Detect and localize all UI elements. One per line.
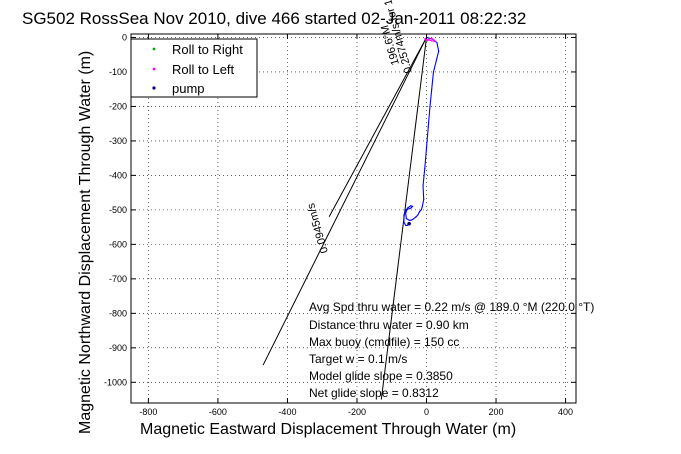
annotation-net-glide: Net glide slope = 0.8312 xyxy=(309,386,439,400)
x-tick-label: 200 xyxy=(489,407,504,417)
series-point xyxy=(423,198,425,201)
series-point xyxy=(408,219,410,221)
series-point xyxy=(403,214,405,216)
series-point xyxy=(431,37,433,39)
series-point xyxy=(426,40,428,42)
series-point xyxy=(424,38,426,40)
series-point xyxy=(405,212,407,214)
series-point xyxy=(405,209,407,211)
series-point xyxy=(432,38,435,41)
series-point xyxy=(436,42,438,44)
series-point xyxy=(438,50,440,52)
y-tick-label: -800 xyxy=(109,308,127,318)
legend-label-roll-left: Roll to Left xyxy=(172,62,235,77)
plot-data-layer xyxy=(262,36,440,400)
x-tick-label: -600 xyxy=(209,407,227,417)
legend-marker-roll-left xyxy=(152,67,156,71)
y-axis-label: Magnetic Northward Displacement Through … xyxy=(77,51,94,434)
series-point xyxy=(425,38,428,41)
pump-marker xyxy=(407,221,411,226)
series-point xyxy=(425,147,428,149)
annotation-max-buoy: Max buoy (cmdfile) = 150 cc xyxy=(309,335,459,349)
legend-label-pump: pump xyxy=(172,81,205,96)
x-tick-label: -200 xyxy=(348,407,366,417)
series-point xyxy=(410,219,412,221)
legend-label-roll-right: Roll to Right xyxy=(172,42,243,57)
series-point xyxy=(403,221,405,223)
series-point xyxy=(427,39,430,41)
series-point xyxy=(436,57,438,59)
legend-item-pump: pump xyxy=(152,81,205,96)
x-tick-label: 0 xyxy=(424,407,429,417)
series-point xyxy=(422,185,424,187)
axis-ticks: -800 -600 -400 -200 0 200 400 0 -100 -200 -300 -400… xyxy=(104,32,576,417)
reference-line xyxy=(262,37,427,366)
y-tick-label: -300 xyxy=(109,136,127,146)
y-tick-label: -500 xyxy=(109,205,127,215)
legend: Roll to Right Roll to Left pump xyxy=(130,38,258,98)
legend-marker-pump xyxy=(152,86,156,90)
series-point xyxy=(431,88,433,90)
legend-item-roll-right: Roll to Right xyxy=(152,42,243,57)
y-tick-label: -1000 xyxy=(104,377,127,387)
annotation-target-w: Target w = 0.1 m/s xyxy=(309,352,407,366)
series-point xyxy=(427,126,429,128)
y-tick-label: -600 xyxy=(109,239,127,249)
series-point xyxy=(410,205,412,207)
x-tick-label: -800 xyxy=(139,407,157,417)
y-tick-label: -100 xyxy=(109,67,127,77)
series-point xyxy=(424,167,426,170)
chart-title: SG502 RossSea Nov 2010, dive 466 started… xyxy=(22,9,526,28)
legend-marker-roll-right xyxy=(152,47,156,51)
series-point xyxy=(405,217,407,220)
x-tick-label: 400 xyxy=(558,407,573,417)
y-tick-label: 0 xyxy=(122,32,127,42)
annotation-model-glide: Model glide slope = 0.3850 xyxy=(309,369,453,383)
reference-line xyxy=(328,37,427,218)
series-point xyxy=(431,40,433,42)
y-tick-label: -700 xyxy=(109,274,127,284)
series-point xyxy=(421,205,423,208)
series-point xyxy=(412,205,414,208)
series-point xyxy=(434,40,436,43)
y-tick-label: -400 xyxy=(109,170,127,180)
series-point xyxy=(418,211,421,213)
plot-border xyxy=(130,33,577,404)
series-point xyxy=(429,38,431,40)
x-tick-label: -400 xyxy=(278,407,296,417)
series-point xyxy=(410,207,412,209)
series-point xyxy=(415,216,417,218)
legend-box xyxy=(130,38,258,98)
annotation-avg-speed: Avg Spd thru water = 0.22 m/s @ 189.0 °M… xyxy=(309,300,594,314)
series-point xyxy=(406,224,408,226)
series-point xyxy=(420,209,422,211)
legend-item-roll-left: Roll to Left xyxy=(152,62,235,77)
annotation-distance: Distance thru water = 0.90 km xyxy=(309,318,469,332)
y-tick-label: -200 xyxy=(109,101,127,111)
y-tick-label: -900 xyxy=(109,343,127,353)
dive-summary: Avg Spd thru water = 0.22 m/s @ 189.0 °M… xyxy=(309,300,594,400)
series-point xyxy=(417,214,419,216)
series-point xyxy=(412,218,414,221)
x-axis-label: Magnetic Eastward Displacement Through W… xyxy=(140,421,516,438)
series-point xyxy=(429,105,431,108)
grid-lines xyxy=(131,34,576,403)
series-point xyxy=(405,224,407,226)
series-point xyxy=(432,71,435,73)
series-point xyxy=(406,207,408,209)
